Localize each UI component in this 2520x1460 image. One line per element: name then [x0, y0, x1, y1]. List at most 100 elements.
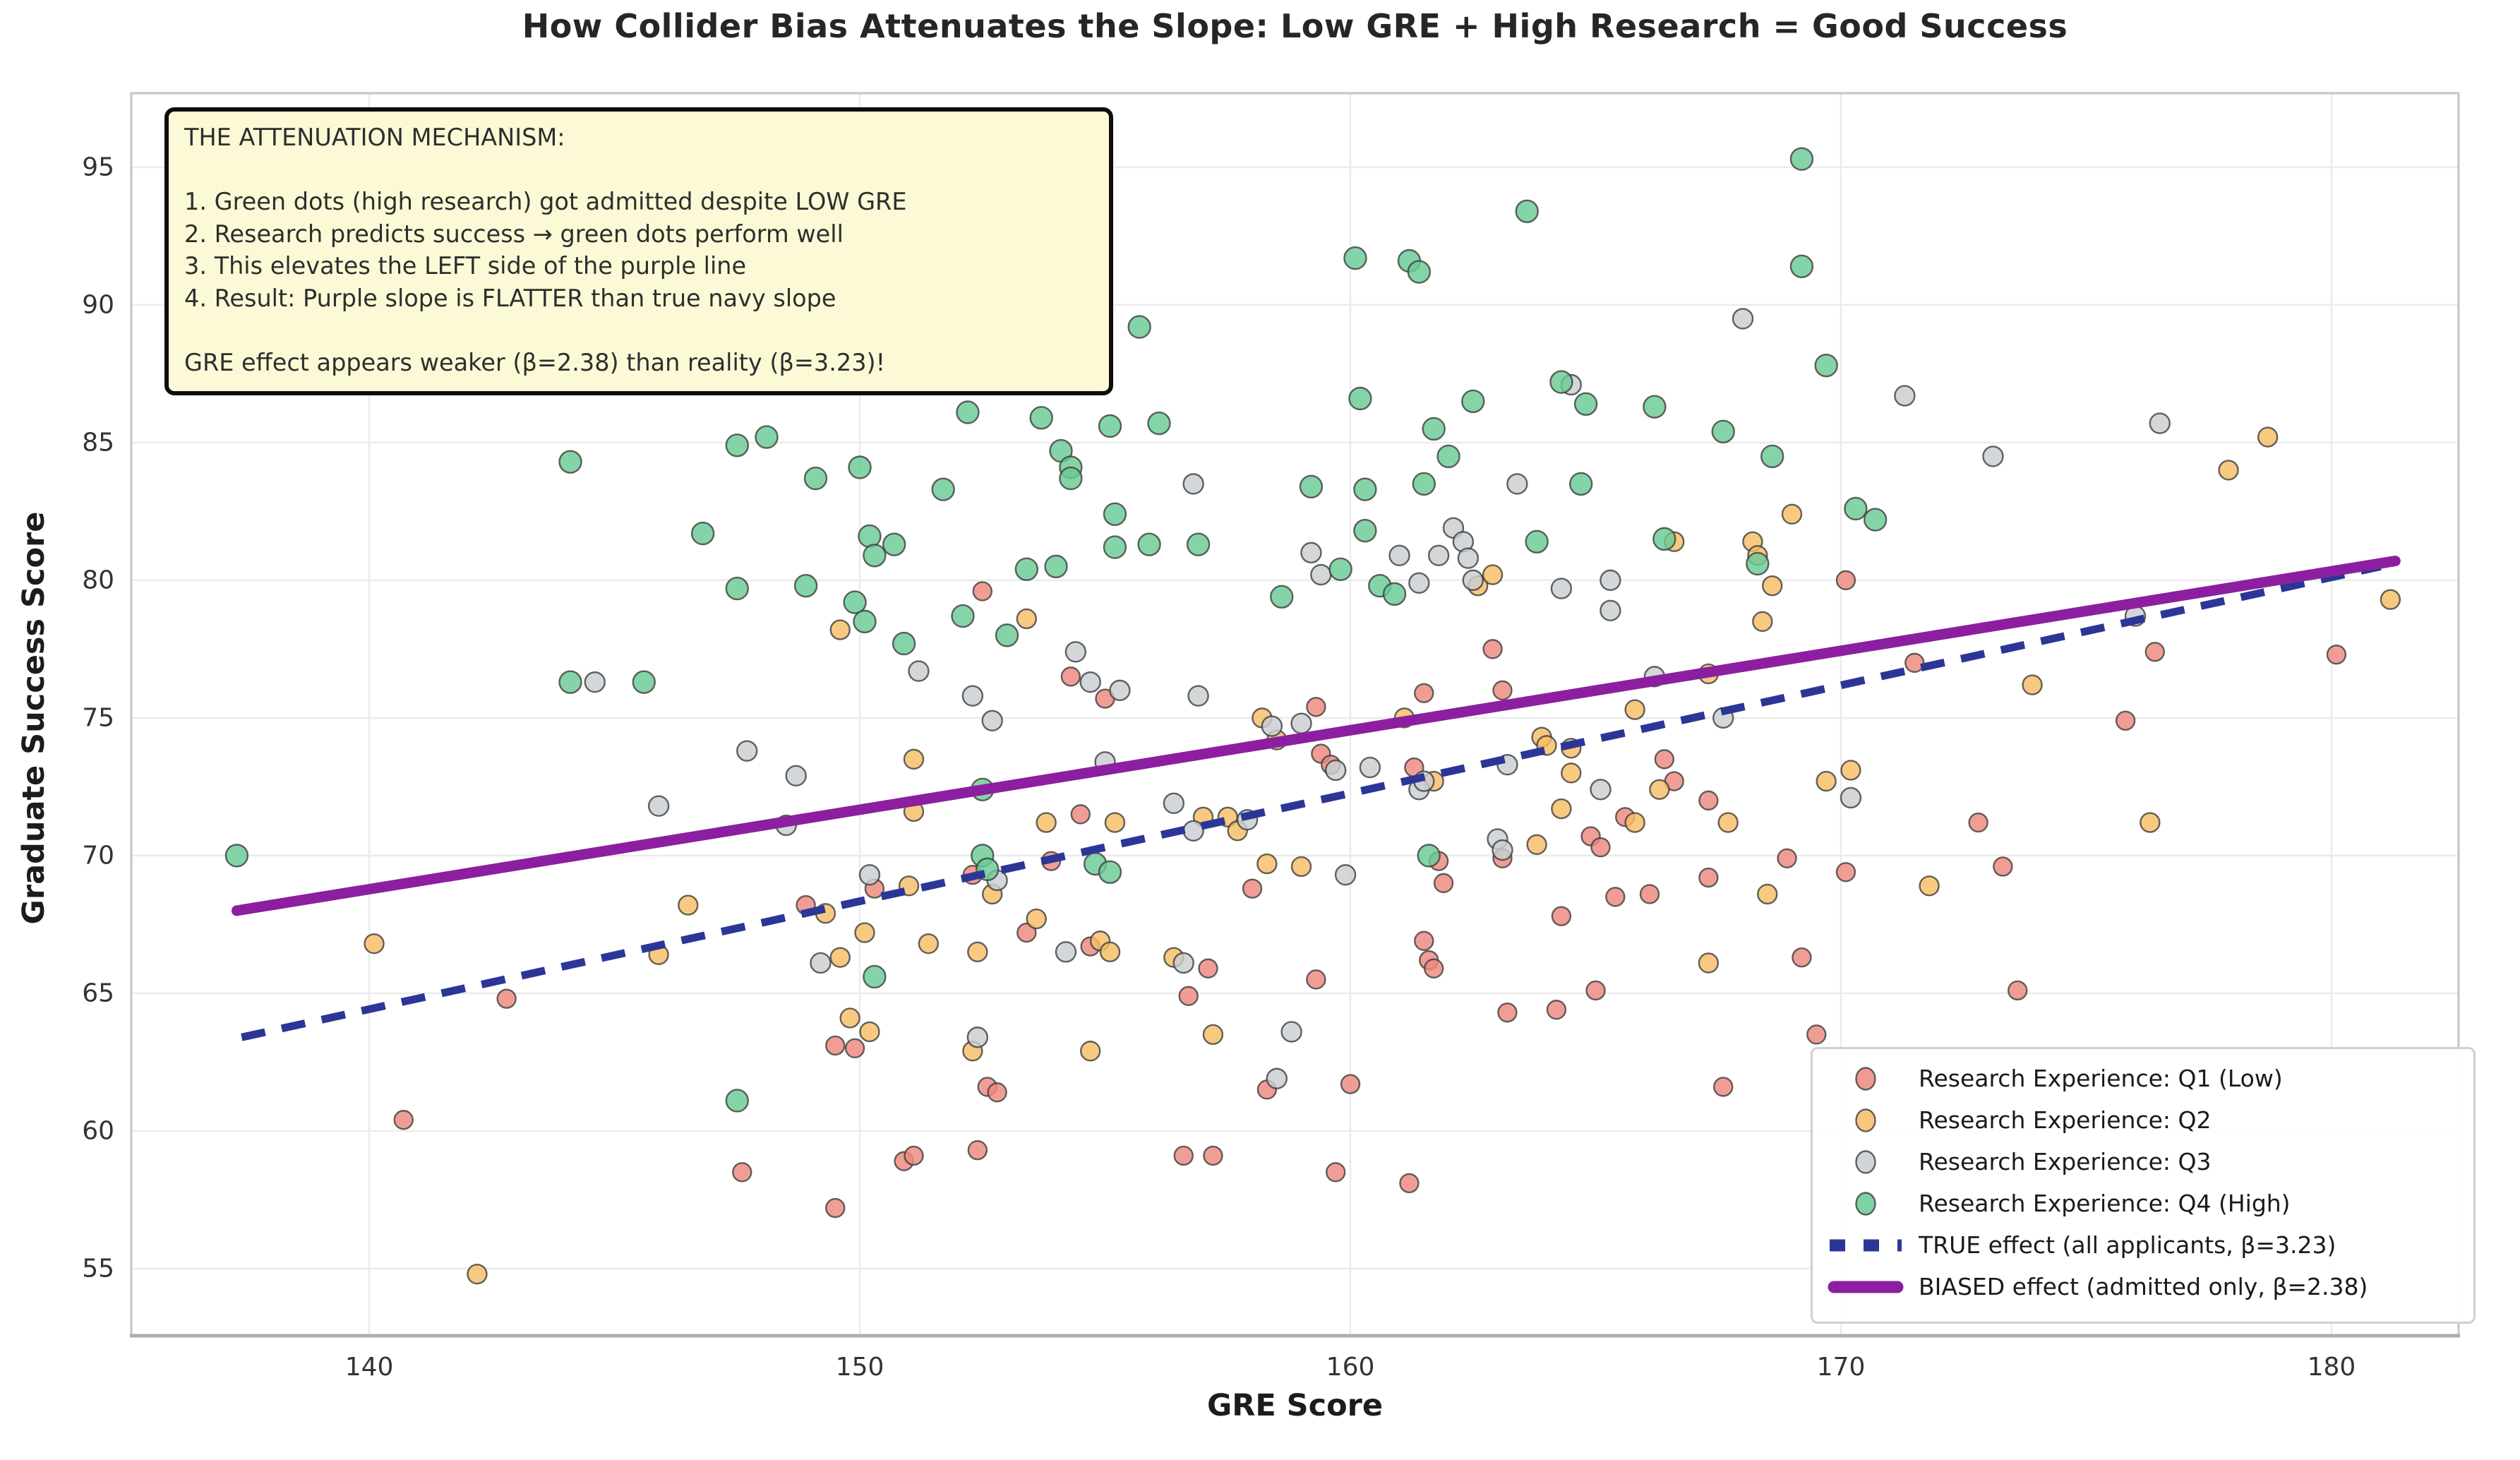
y-tick-label: 75	[82, 703, 114, 733]
data-point	[1713, 1077, 1734, 1097]
data-point	[1104, 812, 1126, 833]
y-tick-label: 65	[82, 979, 114, 1008]
data-point	[558, 670, 582, 694]
data-point	[224, 844, 249, 868]
data-point	[1417, 844, 1441, 868]
data-point	[1306, 969, 1326, 990]
data-point	[364, 933, 385, 955]
data-point	[1698, 952, 1720, 974]
data-point	[1904, 652, 1925, 674]
data-point	[903, 748, 925, 770]
data-point	[1643, 395, 1667, 419]
data-point	[1422, 417, 1446, 441]
data-point	[1310, 563, 1332, 586]
data-point	[1127, 315, 1151, 339]
data-point	[2257, 426, 2279, 448]
data-point	[1261, 715, 1283, 737]
legend-label: Research Experience: Q2	[1919, 1106, 2212, 1134]
data-point	[1515, 199, 1539, 224]
data-point	[1546, 1000, 1567, 1020]
data-point	[1814, 353, 1838, 378]
data-point	[1178, 986, 1199, 1006]
data-point	[1781, 503, 1803, 525]
data-point	[1573, 392, 1598, 416]
legend-solid-line-icon	[1813, 1279, 1919, 1296]
x-tick-label: 160	[1326, 1353, 1375, 1382]
data-point	[1654, 749, 1675, 770]
data-point	[995, 623, 1019, 647]
x-tick-label: 150	[835, 1353, 884, 1382]
data-point	[1717, 812, 1739, 833]
data-point	[951, 604, 975, 628]
data-point	[732, 1162, 752, 1183]
data-point	[1399, 1173, 1420, 1194]
data-point	[931, 477, 955, 501]
data-point	[1407, 260, 1432, 284]
data-point	[1242, 878, 1263, 899]
data-point	[2144, 642, 2166, 662]
data-point	[1414, 931, 1434, 951]
data-point	[1172, 952, 1194, 974]
data-point	[2326, 644, 2347, 665]
data-point	[1844, 496, 1868, 521]
data-point	[1324, 759, 1347, 782]
data-point	[1270, 585, 1294, 609]
data-point	[1698, 790, 1719, 811]
data-point	[1343, 246, 1367, 270]
data-point	[1436, 444, 1460, 469]
data-point	[1732, 308, 1754, 330]
data-point	[1334, 863, 1357, 886]
legend-label: Research Experience: Q3	[1919, 1148, 2212, 1175]
data-point	[1026, 908, 1047, 930]
data-point	[904, 1145, 924, 1166]
data-point	[853, 609, 877, 634]
data-point	[1186, 532, 1211, 556]
data-point	[1789, 147, 1814, 171]
data-point	[961, 685, 984, 707]
data-point	[1280, 1021, 1302, 1043]
data-point	[908, 660, 930, 682]
data-point	[1863, 508, 1888, 532]
data-point	[1482, 639, 1503, 659]
data-point	[981, 710, 1003, 731]
data-point	[987, 1082, 1007, 1103]
data-point	[2115, 710, 2136, 731]
data-point	[1109, 679, 1131, 702]
data-point	[1752, 611, 1773, 633]
legend-dot-icon	[1813, 1190, 1919, 1218]
data-point	[1359, 756, 1381, 779]
data-point	[1328, 557, 1352, 581]
data-point	[1103, 502, 1127, 526]
data-point	[859, 1021, 880, 1043]
data-point	[1816, 770, 1837, 792]
data-point	[843, 590, 867, 614]
x-tick-label: 170	[1816, 1353, 1866, 1382]
legend-item: BIASED effect (admitted only, β=2.38)	[1813, 1266, 2473, 1308]
data-point	[1762, 575, 1783, 597]
data-point	[1600, 599, 1621, 621]
annotation-box: THE ATTENUATION MECHANISM: 1. Green dots…	[164, 107, 1113, 395]
data-point	[956, 400, 980, 424]
data-point	[1561, 762, 1582, 784]
legend-item: Research Experience: Q3	[1813, 1141, 2473, 1183]
data-point	[1461, 389, 1485, 414]
data-point	[1624, 699, 1645, 720]
data-point	[1698, 867, 1719, 888]
data-point	[1639, 884, 1660, 904]
data-point	[1492, 680, 1513, 701]
data-point	[1203, 1145, 1223, 1166]
data-point	[1497, 1002, 1518, 1023]
data-point	[496, 988, 517, 1009]
scatter-series-q3	[584, 308, 2171, 1089]
data-point	[1506, 473, 1528, 495]
data-point	[863, 544, 887, 568]
legend-label: TRUE effect (all applicants, β=3.23)	[1919, 1231, 2336, 1259]
legend-label: Research Experience: Q4 (High)	[1919, 1190, 2291, 1217]
data-point	[725, 433, 750, 457]
data-point	[825, 1197, 846, 1219]
data-point	[1306, 697, 1326, 717]
data-point	[1079, 671, 1101, 693]
data-point	[1551, 906, 1572, 926]
data-point	[1600, 569, 1621, 592]
